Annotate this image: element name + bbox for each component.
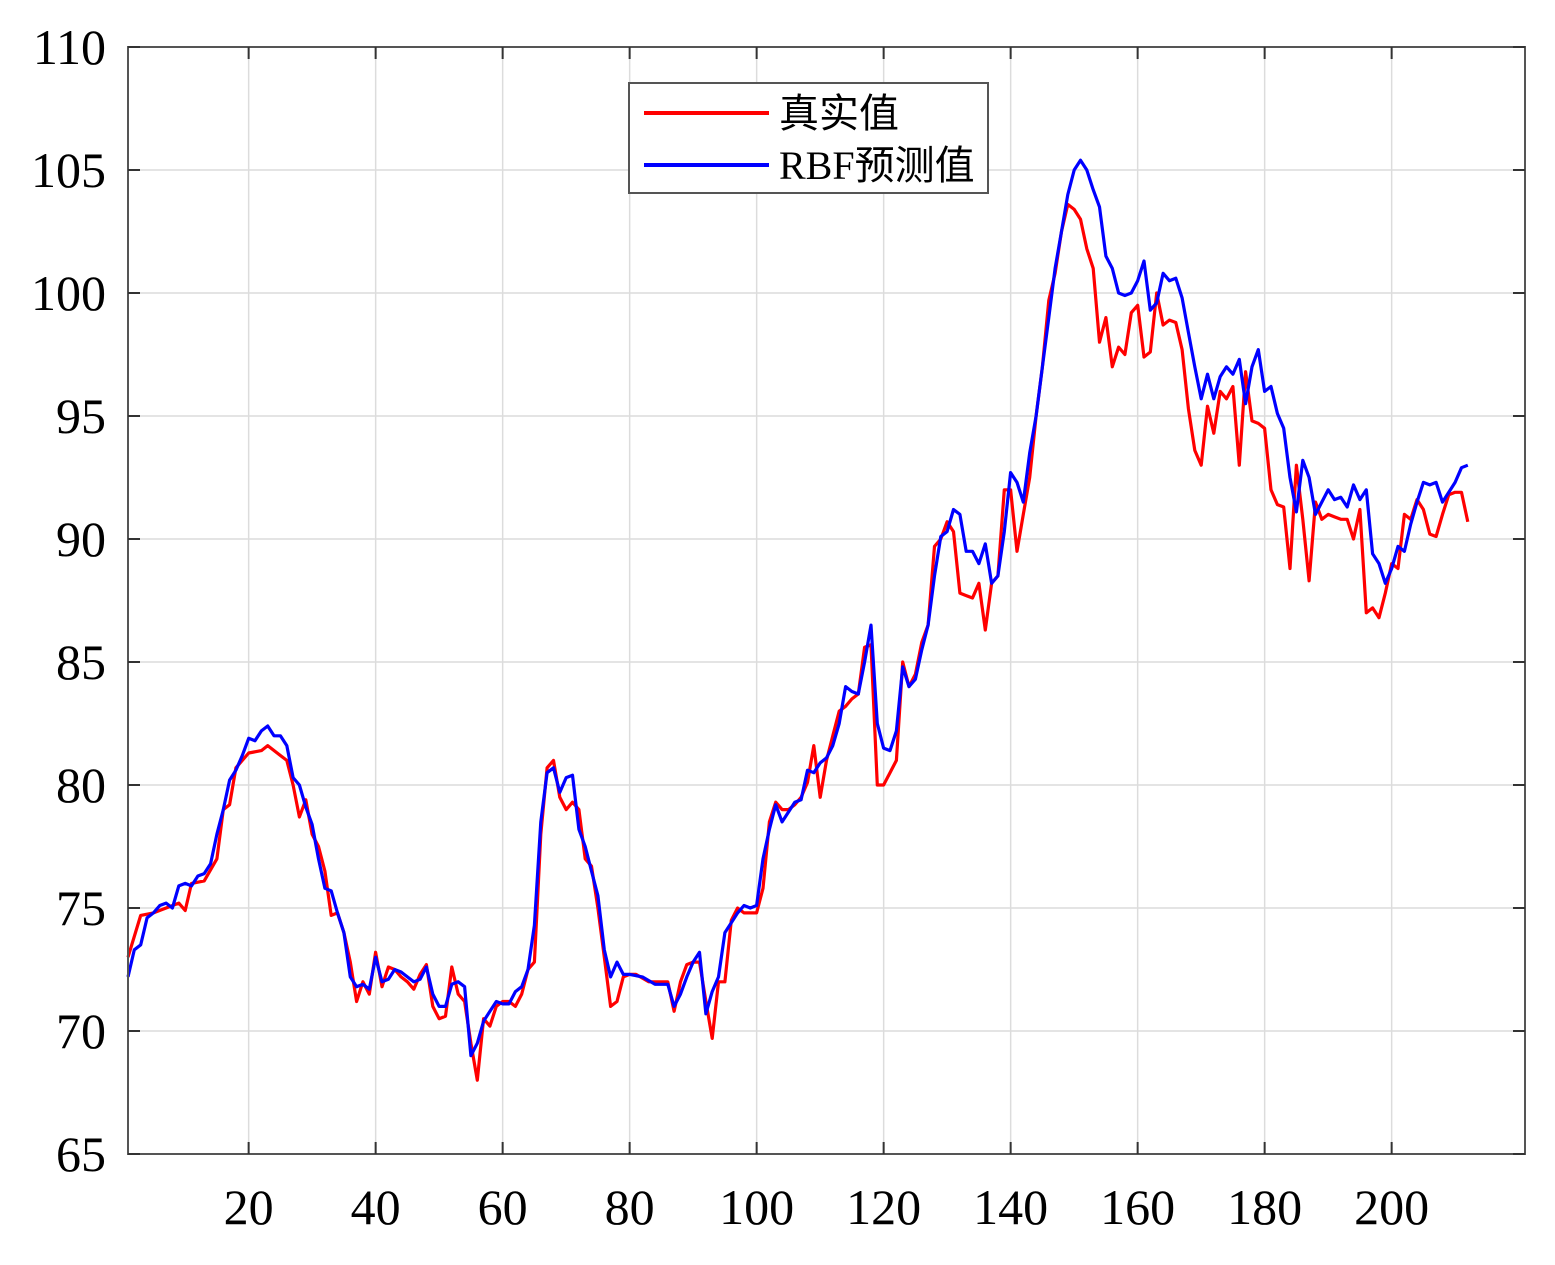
legend-box: [628, 82, 989, 194]
legend: 真实值 RBF预测值: [628, 82, 989, 194]
x-tick-label: 80: [605, 1179, 655, 1235]
plot-frame: [127, 46, 1526, 1155]
x-tick-label: 20: [224, 1179, 274, 1235]
y-tick-label: 75: [56, 880, 106, 936]
y-tick-label: 85: [56, 634, 106, 690]
y-tick-label: 110: [33, 19, 106, 75]
y-tick-label: 70: [56, 1003, 106, 1059]
x-tick-label: 120: [846, 1179, 921, 1235]
x-tick-label: 100: [719, 1179, 794, 1235]
x-tick-label: 140: [973, 1179, 1048, 1235]
ticks: [128, 46, 1525, 1155]
x-tick-label: 60: [478, 1179, 528, 1235]
x-tick-label: 180: [1227, 1179, 1302, 1235]
y-tick-label: 100: [31, 265, 106, 321]
x-tick-label: 200: [1354, 1179, 1429, 1235]
tick-labels: 20 40 60 80 100 120 140 160 180 200 65 70 75 80 85 90 95…: [31, 19, 1429, 1235]
legend-label-1: RBF预测值: [779, 143, 975, 188]
y-tick-label: 90: [56, 511, 106, 567]
x-tick-label: 160: [1100, 1179, 1175, 1235]
y-tick-label: 65: [56, 1126, 106, 1182]
y-tick-label: 95: [56, 388, 106, 444]
y-tick-label: 80: [56, 757, 106, 813]
x-tick-label: 40: [351, 1179, 401, 1235]
y-tick-label: 105: [31, 142, 106, 198]
legend-label-0: 真实值: [779, 91, 899, 136]
series-line-1: [126, 158, 1469, 1058]
series-layer: [126, 158, 1470, 1082]
